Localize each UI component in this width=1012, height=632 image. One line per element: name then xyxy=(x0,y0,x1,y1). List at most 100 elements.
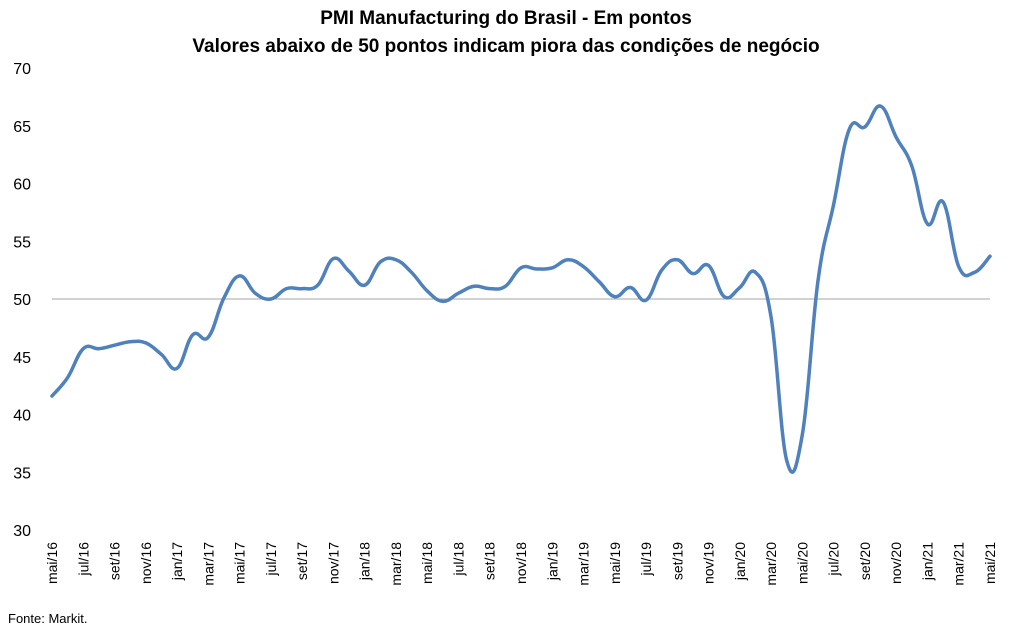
x-tick-label: jan/18 xyxy=(357,542,373,581)
data-point xyxy=(159,352,163,356)
data-point xyxy=(863,125,867,129)
data-point xyxy=(941,200,945,204)
data-point xyxy=(894,135,898,139)
data-point xyxy=(394,258,398,262)
data-point xyxy=(363,283,367,287)
data-point xyxy=(519,266,523,270)
data-point xyxy=(331,257,335,261)
data-point xyxy=(910,164,914,168)
data-point xyxy=(316,283,320,287)
y-tick-label: 45 xyxy=(13,350,31,367)
x-tick-label: jan/20 xyxy=(732,542,748,581)
data-point xyxy=(660,268,664,272)
data-point xyxy=(456,291,460,295)
x-tick-label: jul/17 xyxy=(263,542,279,577)
data-point xyxy=(925,222,929,226)
data-point xyxy=(957,265,961,269)
x-tick-label: nov/20 xyxy=(888,542,904,584)
data-point xyxy=(582,265,586,269)
x-tick-label: jul/16 xyxy=(75,542,91,577)
data-point xyxy=(113,343,117,347)
x-tick-label: jan/17 xyxy=(169,542,185,581)
data-point xyxy=(425,289,429,293)
x-tick-label: mai/17 xyxy=(232,542,248,584)
y-tick-label: 55 xyxy=(13,234,31,251)
data-point xyxy=(800,432,804,436)
data-point xyxy=(488,287,492,291)
y-axis-labels: 30 35 40 45 50 55 60 65 70 xyxy=(13,61,31,540)
data-point xyxy=(597,280,601,284)
x-tick-label: jul/20 xyxy=(826,542,842,577)
x-tick-label: mar/20 xyxy=(763,542,779,586)
data-point xyxy=(253,291,257,295)
data-point xyxy=(769,315,773,319)
source-note: Fonte: Markit. xyxy=(8,611,88,626)
y-tick-label: 65 xyxy=(13,119,31,136)
y-tick-label: 30 xyxy=(13,523,31,540)
data-point xyxy=(238,274,242,278)
x-tick-label: mar/17 xyxy=(200,542,216,586)
data-point xyxy=(97,347,101,351)
y-tick-label: 70 xyxy=(13,61,31,78)
x-tick-label: mar/18 xyxy=(388,542,404,586)
x-tick-label: mai/20 xyxy=(794,542,810,584)
x-tick-label: jul/19 xyxy=(638,542,654,577)
data-point xyxy=(722,295,726,299)
x-tick-label: jan/21 xyxy=(919,542,935,581)
data-point xyxy=(879,104,883,108)
data-point xyxy=(738,285,742,289)
x-tick-label: set/18 xyxy=(482,542,498,580)
x-tick-label: set/19 xyxy=(669,542,685,580)
x-axis-labels: mai/16 jul/16 set/16 nov/16 jan/17 mar/17 mai/… xyxy=(44,542,998,586)
pmi-series-line xyxy=(50,104,992,474)
data-point xyxy=(816,279,820,283)
data-point xyxy=(175,366,179,370)
data-point xyxy=(691,272,695,276)
data-point xyxy=(269,297,273,301)
data-point xyxy=(613,295,617,299)
data-point xyxy=(988,254,992,258)
data-point xyxy=(535,267,539,271)
data-point xyxy=(81,347,85,351)
y-tick-label: 40 xyxy=(13,408,31,425)
data-point xyxy=(66,376,70,380)
x-tick-label: jul/18 xyxy=(450,542,466,577)
y-tick-label: 50 xyxy=(13,292,31,309)
data-point xyxy=(832,202,836,206)
data-point xyxy=(222,296,226,300)
x-tick-label: jan/19 xyxy=(544,542,560,581)
data-point xyxy=(754,270,757,274)
x-tick-label: set/20 xyxy=(857,542,873,580)
x-tick-label: set/17 xyxy=(294,542,310,580)
data-point xyxy=(347,269,351,273)
data-point xyxy=(128,340,132,344)
data-point xyxy=(285,287,288,291)
data-point xyxy=(410,270,414,274)
data-point xyxy=(707,264,711,268)
data-point xyxy=(300,287,304,291)
chart-subtitle: Valores abaixo de 50 pontos indicam pior… xyxy=(192,36,820,57)
data-point xyxy=(144,341,148,345)
x-tick-label: mai/16 xyxy=(44,542,60,584)
data-point xyxy=(566,258,570,262)
data-point xyxy=(550,266,554,270)
data-point xyxy=(675,258,679,262)
data-point xyxy=(441,299,445,303)
data-point xyxy=(191,333,195,337)
x-tick-label: mai/21 xyxy=(982,542,998,584)
y-tick-label: 60 xyxy=(13,177,31,194)
chart-title: PMI Manufacturing do Brasil - Em pontos xyxy=(320,8,692,29)
x-tick-label: set/16 xyxy=(107,542,123,580)
data-point xyxy=(503,284,507,288)
x-tick-label: mai/19 xyxy=(607,542,623,584)
y-tick-label: 35 xyxy=(13,465,31,482)
x-tick-label: nov/19 xyxy=(701,542,717,584)
data-point xyxy=(972,270,976,274)
data-point xyxy=(50,394,54,398)
x-tick-label: nov/16 xyxy=(138,542,154,584)
data-point xyxy=(206,335,210,339)
data-point xyxy=(378,260,382,264)
x-tick-label: mai/18 xyxy=(419,542,435,584)
x-tick-label: nov/18 xyxy=(513,542,529,584)
